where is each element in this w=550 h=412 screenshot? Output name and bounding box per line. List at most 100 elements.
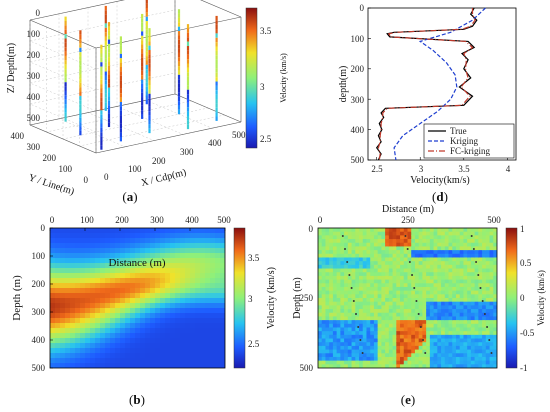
panel-e-cell (336, 331, 341, 336)
panel-b-cell (160, 303, 166, 309)
panel-e-cell (485, 228, 491, 233)
panel-e-cell (448, 242, 453, 248)
panel-e-cell (414, 345, 420, 351)
panel-e-cell (392, 279, 397, 284)
panel-e-cell (448, 356, 453, 362)
panel-e-cell (344, 356, 349, 362)
panel-e-cell (359, 309, 364, 314)
panel-e-cell (441, 320, 446, 325)
panel-e-cell (455, 320, 461, 325)
panel-e-cell (336, 323, 341, 329)
panel-e-cell (392, 353, 397, 358)
panel-b-cell (85, 348, 91, 354)
panel-b-cell (125, 228, 131, 234)
panel-e-cell (366, 246, 371, 251)
panel-e-cell (318, 305, 323, 310)
panel-e-cell (482, 242, 487, 248)
panel-e-cell (474, 298, 479, 303)
panel-b-cell (95, 228, 101, 234)
panel-e-cell (482, 342, 487, 347)
panel-b-cell (195, 333, 201, 339)
panel-e-cell (470, 242, 476, 248)
panel-b-cell (50, 318, 56, 324)
panel-e-cell (373, 231, 379, 236)
panel-b-cell (65, 348, 71, 354)
panel-e-cell (418, 298, 424, 303)
panel-e-cell (414, 239, 420, 244)
panel-e-cell (489, 257, 494, 262)
panel-b-cell (105, 248, 111, 254)
panel-b-cell (205, 273, 211, 279)
panel-b-cell (110, 323, 116, 329)
panel-e-cell (463, 301, 468, 306)
panel-b-cell (135, 318, 141, 324)
panel-e-cell (359, 272, 364, 277)
panel-b-cell (80, 343, 86, 349)
panel-e-cell (332, 312, 338, 318)
panel-e-cell (403, 286, 409, 292)
panel-e-cell (482, 257, 487, 262)
panel-b-cell (175, 318, 181, 324)
panel-e-cell (388, 268, 394, 273)
panel-e-cell (347, 331, 353, 336)
panel-b-cell (155, 253, 161, 259)
panel-e-cell (414, 261, 420, 266)
panel-e-cell (325, 360, 330, 365)
panel-b-cell (165, 328, 171, 334)
panel-e-cell (478, 312, 483, 318)
panel-e-cell (351, 338, 356, 343)
panel-e-cell (388, 242, 394, 248)
panel-e-cell (482, 283, 487, 288)
panel-e-cell (336, 345, 341, 351)
panel-e-cell (411, 294, 416, 299)
panel-b-cell (200, 273, 206, 279)
panel-e-cell (429, 312, 435, 318)
panel-b-cell (70, 283, 76, 289)
panel-b-cell (180, 253, 186, 259)
panel-e-cell (478, 342, 483, 347)
panel-e-cell (332, 283, 338, 288)
panel-e-cell (362, 239, 368, 244)
panel-e-cell (478, 301, 483, 306)
panel-e-cell (441, 331, 446, 336)
panel-e-cell (429, 294, 435, 299)
panel-a-box-edge (29, 0, 125, 21)
panel-b-cell (125, 263, 131, 269)
panel-e-trace-dot (477, 274, 480, 276)
panel-e-cell (344, 272, 349, 277)
panel-e-cell (325, 286, 330, 292)
panel-e-cell (433, 345, 438, 351)
panel-e-cell (347, 242, 353, 248)
panel-e-cell (459, 261, 465, 266)
panel-e-cell (407, 268, 412, 273)
panel-e-cell (396, 364, 401, 368)
panel-e-cell (359, 264, 364, 270)
panel-b-cell (90, 238, 96, 244)
panel-b-cell (210, 248, 216, 254)
panel-b-cell (80, 228, 86, 234)
panel-e-cell (385, 253, 390, 259)
panel-e-cell (392, 364, 397, 368)
panel-b-cell (55, 303, 61, 309)
panel-e-cell (411, 235, 416, 240)
panel-e-cell (336, 356, 341, 362)
panel-b-cell (190, 238, 196, 244)
panel-e-cell (359, 316, 364, 321)
panel-b-cell (95, 298, 101, 304)
panel-b-cell (165, 308, 171, 314)
panel-e-cell (493, 334, 497, 340)
panel-b-cell (200, 358, 206, 364)
panel-b-cell (90, 293, 96, 299)
panel-e-cell (351, 242, 356, 248)
panel-e-cell (355, 272, 360, 277)
panel-e-cell (321, 275, 327, 281)
panel-b-cell (120, 298, 126, 304)
panel-b-cell (140, 228, 146, 234)
panel-b-cell (60, 273, 66, 279)
panel-e-cell (437, 309, 442, 314)
panel-e-cell (370, 349, 375, 354)
panel-e-cell (351, 246, 356, 251)
panel-e-cell (485, 290, 491, 295)
panel-b-cell (70, 318, 76, 324)
panel-b-cell (170, 278, 176, 284)
